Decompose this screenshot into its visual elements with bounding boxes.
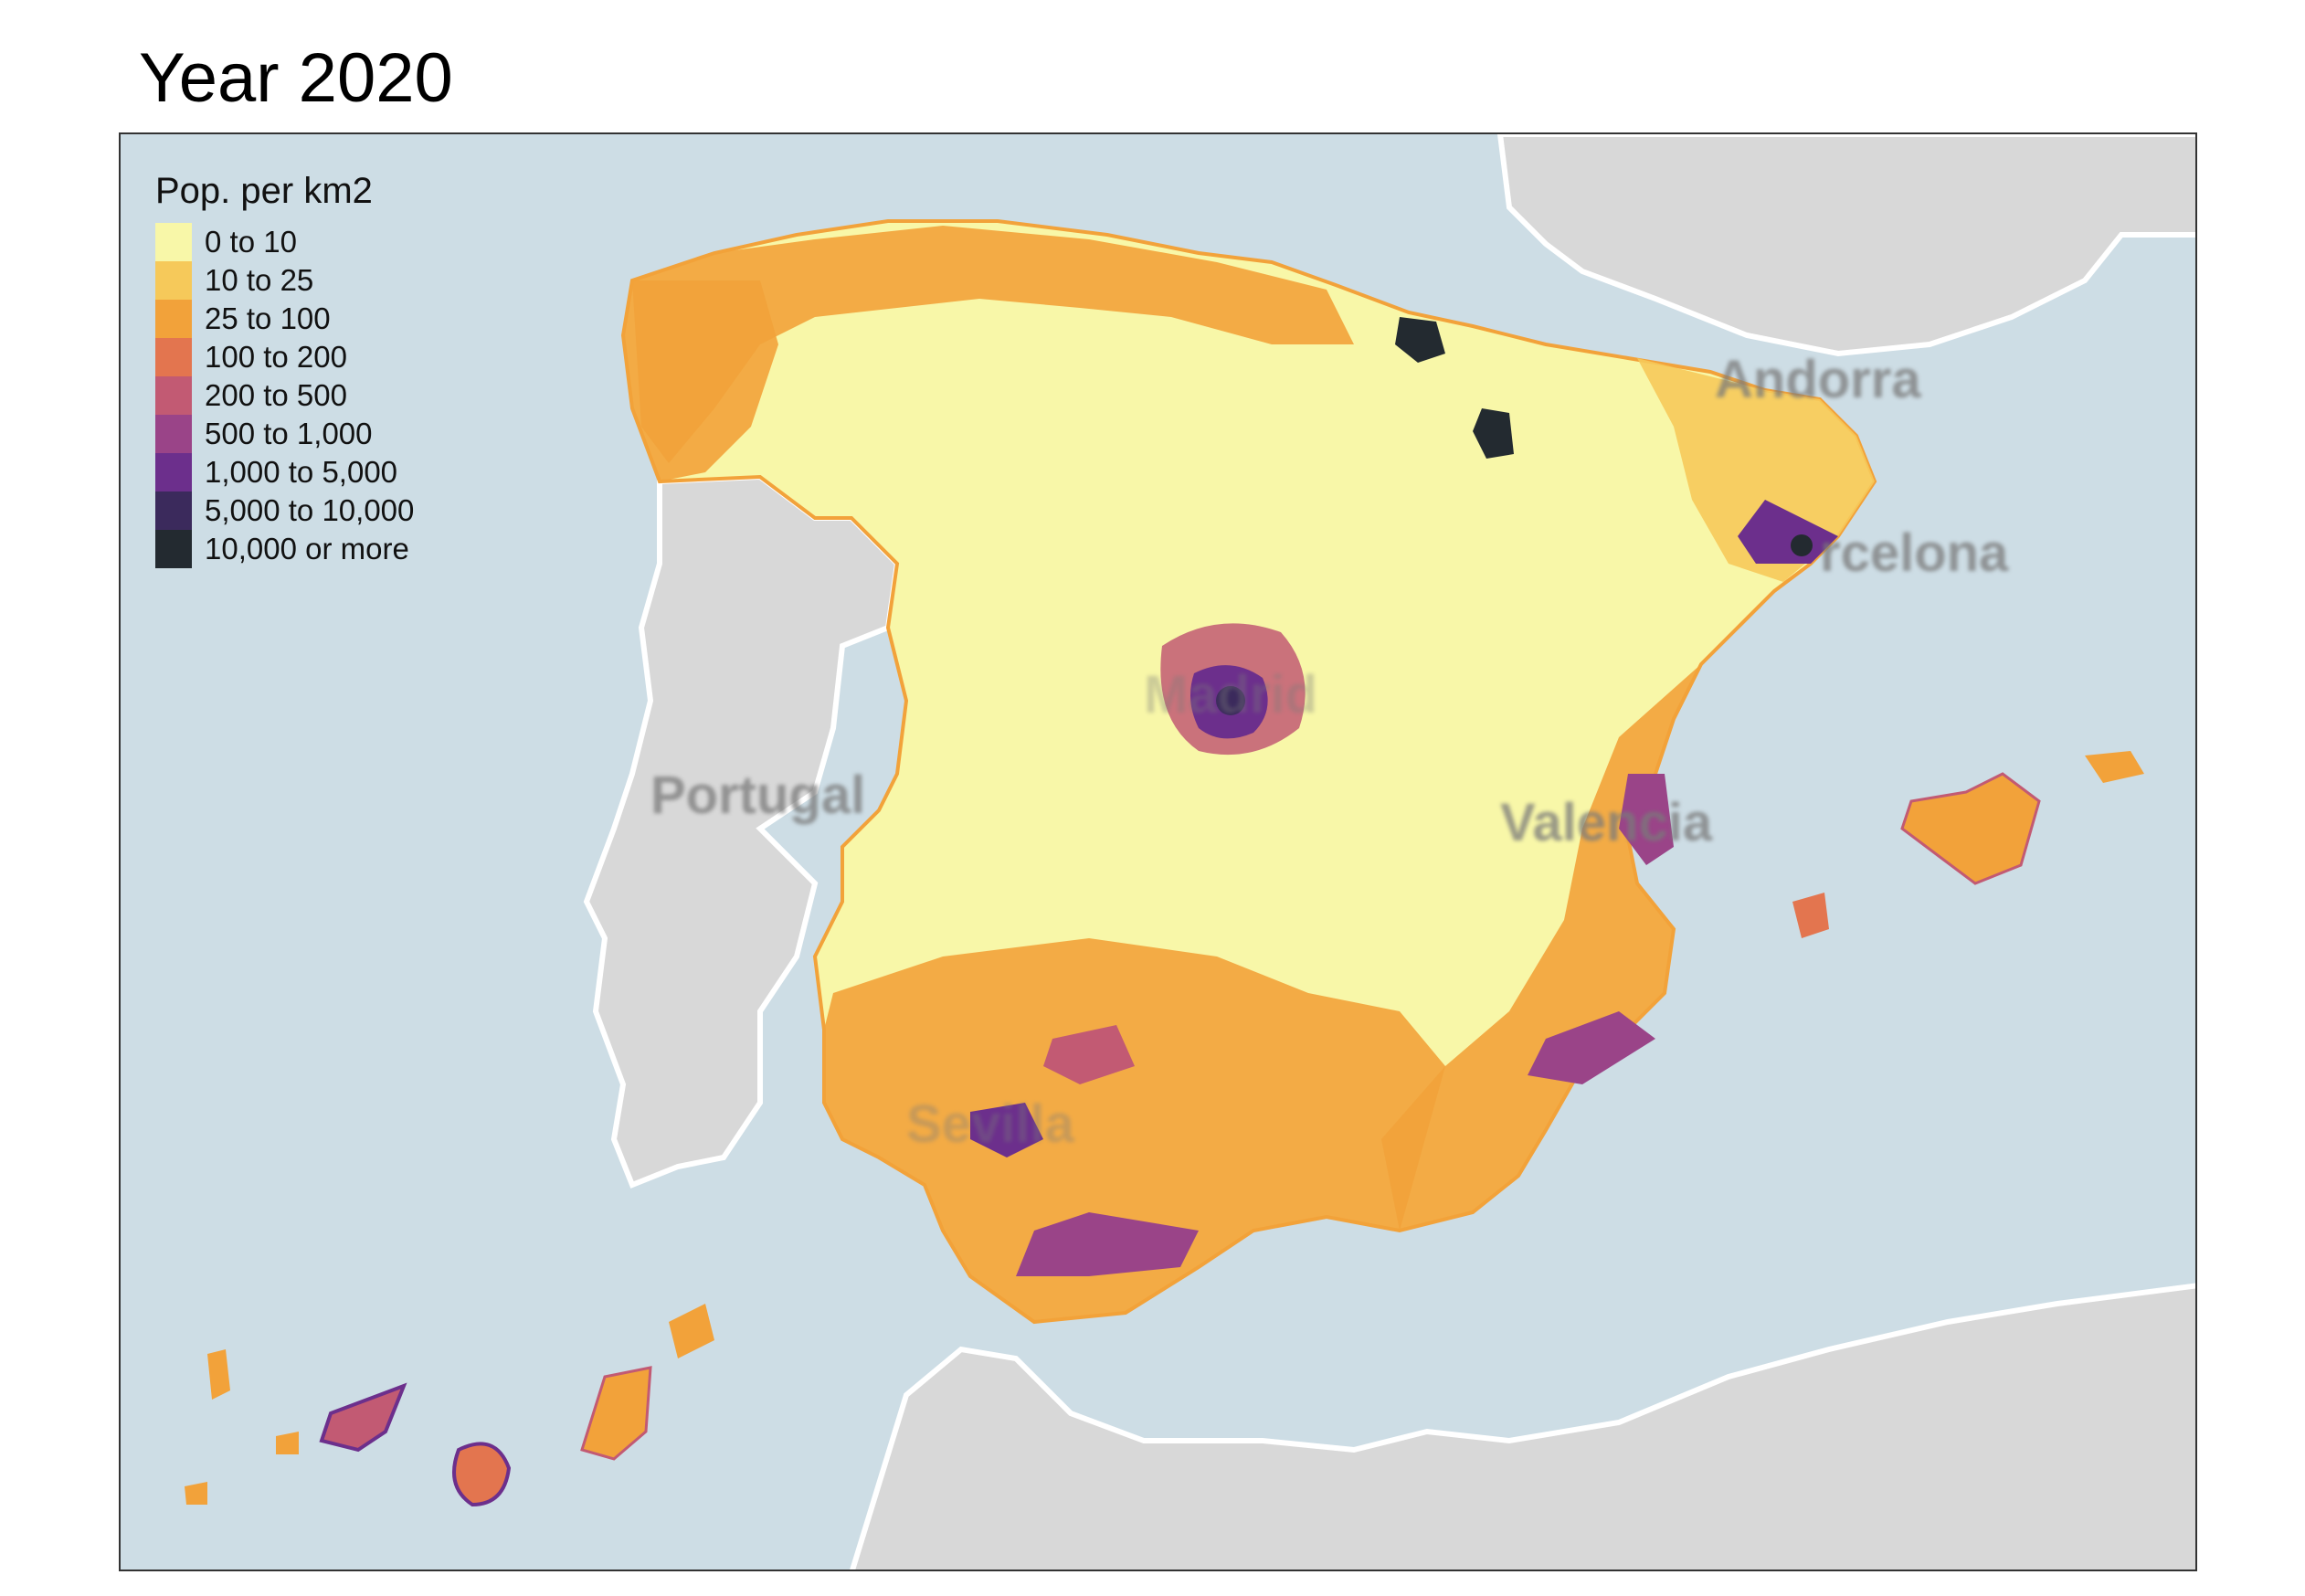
legend-item: 5,000 to 10,000 xyxy=(155,491,414,530)
legend-label: 10 to 25 xyxy=(205,263,314,297)
region-barcelona xyxy=(1738,500,1838,564)
madrid-center xyxy=(1216,686,1245,715)
legend-item: 10,000 or more xyxy=(155,530,414,568)
region-east-coast xyxy=(1381,664,1701,1231)
region-malaga-coast xyxy=(1016,1212,1199,1276)
region-navarra xyxy=(1473,408,1514,459)
legend-swatch xyxy=(155,453,192,491)
legend-item: 500 to 1,000 xyxy=(155,415,414,453)
region-north-coast xyxy=(632,226,1354,463)
legend-label: 100 to 200 xyxy=(205,340,347,374)
legend-swatch xyxy=(155,415,192,453)
choropleth-map xyxy=(121,134,2195,1570)
legend-item: 25 to 100 xyxy=(155,300,414,338)
legend-swatch xyxy=(155,491,192,530)
legend-swatch xyxy=(155,376,192,415)
legend-label: 25 to 100 xyxy=(205,301,331,335)
label-sevilla: Sevilla xyxy=(906,1094,1074,1154)
map-title: Year 2020 xyxy=(139,39,453,117)
legend-swatch xyxy=(155,223,192,261)
legend-label: 0 to 10 xyxy=(205,225,297,259)
region-valencia xyxy=(1619,774,1674,865)
legend-item: 100 to 200 xyxy=(155,338,414,376)
legend-swatch xyxy=(155,300,192,338)
label-portugal: Portugal xyxy=(650,766,866,825)
legend-label: 500 to 1,000 xyxy=(205,417,373,450)
mallorca xyxy=(1900,772,2041,885)
canary-la-gomera xyxy=(276,1432,299,1454)
canary-el-hierro xyxy=(185,1482,207,1505)
canary-lanzarote xyxy=(669,1304,714,1358)
region-south xyxy=(824,938,1445,1322)
legend-label: 5,000 to 10,000 xyxy=(205,493,415,527)
map-legend: Pop. per km2 0 to 10 10 to 25 25 to 100 100… xyxy=(155,171,414,568)
legend-label: 200 to 500 xyxy=(205,378,347,412)
label-madrid: Madrid xyxy=(1144,665,1318,724)
legend-swatch xyxy=(155,261,192,300)
map-panel[interactable]: Portugal Andorra rcelona Valencia Madrid… xyxy=(119,132,2197,1571)
region-cordoba xyxy=(1043,1025,1135,1084)
legend-item: 10 to 25 xyxy=(155,261,414,300)
canary-la-palma xyxy=(207,1349,230,1400)
legend-swatch xyxy=(155,530,192,568)
legend-item: 200 to 500 xyxy=(155,376,414,415)
legend-swatch xyxy=(155,338,192,376)
france-land xyxy=(1496,134,2195,357)
region-alicante xyxy=(1528,1011,1655,1084)
canary-fuerteventura xyxy=(580,1366,652,1461)
barcelona-center xyxy=(1791,534,1813,556)
legend-item: 0 to 10 xyxy=(155,223,414,261)
legend-label: 10,000 or more xyxy=(205,532,409,565)
canary-tenerife xyxy=(319,1382,407,1453)
legend-label: 1,000 to 5,000 xyxy=(205,455,398,489)
ibiza xyxy=(1792,893,1829,938)
label-valencia: Valencia xyxy=(1500,793,1713,852)
africa-land xyxy=(850,1283,2195,1570)
region-bilbao xyxy=(1395,317,1445,363)
canary-gran-canaria xyxy=(452,1442,512,1507)
region-galicia xyxy=(623,280,778,481)
legend-title: Pop. per km2 xyxy=(155,171,373,211)
legend-item: 1,000 to 5,000 xyxy=(155,453,414,491)
region-sevilla xyxy=(970,1103,1043,1157)
menorca xyxy=(2085,751,2144,783)
label-andorra: Andorra xyxy=(1715,350,1921,409)
label-barcelona: rcelona xyxy=(1820,523,2009,583)
